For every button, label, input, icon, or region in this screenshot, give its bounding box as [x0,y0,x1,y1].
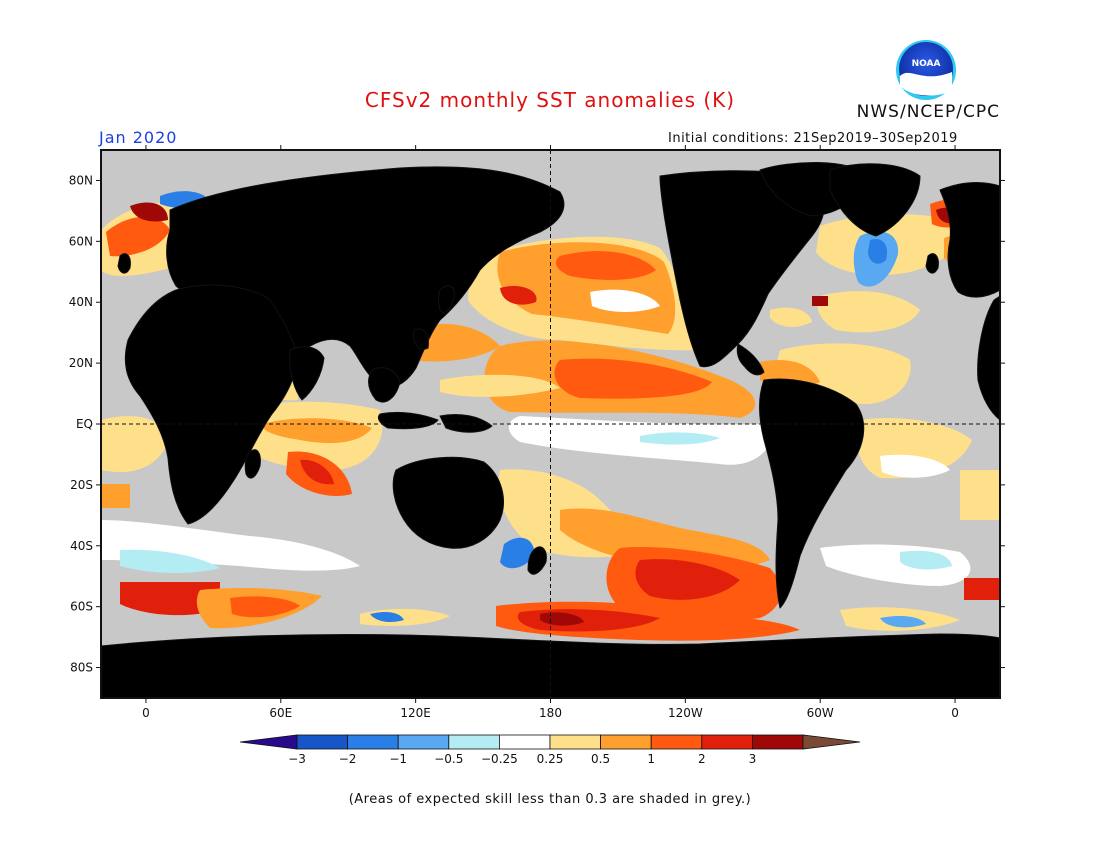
colorbar-label: −0.5 [434,752,463,766]
map-title: CFSv2 monthly SST anomalies (K) [364,88,736,112]
colorbar-swatch [549,734,601,750]
longitude-tick-label: 0 [142,706,150,720]
anomaly-region [817,291,920,333]
latitude-tick-label: 20S [70,478,93,492]
anomaly-region [770,307,812,327]
indochina [368,367,401,403]
indonesia [377,411,439,430]
anomaly-region [120,582,220,616]
india [289,346,325,401]
colorbar-label: −0.25 [481,752,518,766]
anomaly-region [106,216,170,257]
land-masses [101,161,1000,698]
antarctica [101,633,1000,698]
anomaly-region [960,470,1000,520]
anomaly-region [500,537,535,569]
anomaly-region [640,432,720,445]
latitude-tick-label: 60N [69,234,93,248]
central-america [736,343,765,376]
latitude-tick-label: 80S [70,661,93,675]
colorbar-label: 0.25 [537,752,564,766]
longitude-tick-label: 120E [400,706,431,720]
colorbar-swatch [752,734,804,750]
anomaly-region [635,559,740,600]
longitude-tick-label: 60E [269,706,292,720]
colorbar-min-extension [239,734,298,750]
colorbar-swatch [650,734,703,750]
philippines [413,328,429,350]
organization-label: NWS/NCEP/CPC [856,102,1000,122]
colorbar-max-extension [802,734,861,750]
europe-east-wrap [939,182,1000,298]
colorbar-swatch [498,734,551,750]
anomaly-region [812,296,828,306]
latitude-axis: 80N 60N 40N 20N EQ 20S 40S 60S 80S [69,173,1005,675]
british-isles [117,253,131,274]
anomaly-region [130,202,168,222]
south-america [759,378,865,609]
anomaly-shading [101,191,1000,641]
anomaly-region [964,578,1000,600]
longitude-tick-label: 0 [951,706,959,720]
colorbar-label: 0.5 [591,752,610,766]
noaa-logo-text: NOAA [912,59,941,69]
longitude-tick-label: 60W [807,706,834,720]
colorbar-label: −2 [339,752,357,766]
greenland [829,163,921,237]
africa [124,284,297,525]
skill-footnote: (Areas of expected skill less than 0.3 a… [348,792,752,807]
latitude-tick-label: 40S [70,539,93,553]
anomaly-region [868,238,888,264]
anomaly-region [880,616,926,628]
japan [438,285,455,313]
colorbar-label: −3 [288,752,306,766]
longitude-tick-label: 180 [539,706,562,720]
colorbar-swatch [701,734,753,750]
british-isles-wrap [925,253,939,274]
anomaly-region [101,416,170,473]
anomaly-region [900,550,952,570]
anomaly-colorbar: −3 −2 −1 −0.5 −0.25 0.25 0.5 1 2 3 [239,734,861,766]
colorbar-swatch [296,734,348,750]
colorbar-label: 1 [647,752,655,766]
new-zealand [527,546,547,575]
initial-conditions-label: Initial conditions: 21Sep2019–30Sep2019 [668,131,958,146]
target-month-label: Jan 2020 [99,128,178,147]
colorbar-label: 3 [749,752,757,766]
colorbar-label: −1 [389,752,407,766]
anomaly-region [555,251,656,280]
colorbar-swatch [397,734,450,750]
anomaly-region [120,549,220,574]
latitude-tick-label: EQ [76,417,93,431]
anomaly-region [262,418,372,444]
anomaly-region [440,374,560,397]
anomaly-region [230,596,300,618]
noaa-logo: NOAA [896,40,956,100]
latitude-tick-label: 60S [70,600,93,614]
new-guinea [439,413,493,433]
anomaly-region [101,484,130,508]
anomaly-region [590,289,660,312]
anomaly-region [300,459,334,485]
anomaly-region [880,454,950,478]
noaa-logo-gull [900,72,952,96]
africa-west-wrap [977,295,1000,421]
longitude-tick-label: 120W [668,706,703,720]
colorbar-label: 2 [698,752,706,766]
colorbar-swatch [347,734,399,750]
anomaly-region [554,358,712,399]
latitude-tick-label: 40N [69,295,93,309]
anomaly-region [370,612,404,622]
latitude-tick-label: 20N [69,356,93,370]
madagascar [244,449,261,479]
anomaly-region [500,285,537,305]
latitude-tick-label: 80N [69,173,93,187]
anomaly-region [560,508,770,570]
anomaly-region [412,323,500,362]
australia [392,456,504,549]
longitude-axis: 0 60E 120E 180 120W 60W 0 [142,145,959,720]
colorbar-swatch [600,734,652,750]
colorbar-swatch [448,734,500,750]
